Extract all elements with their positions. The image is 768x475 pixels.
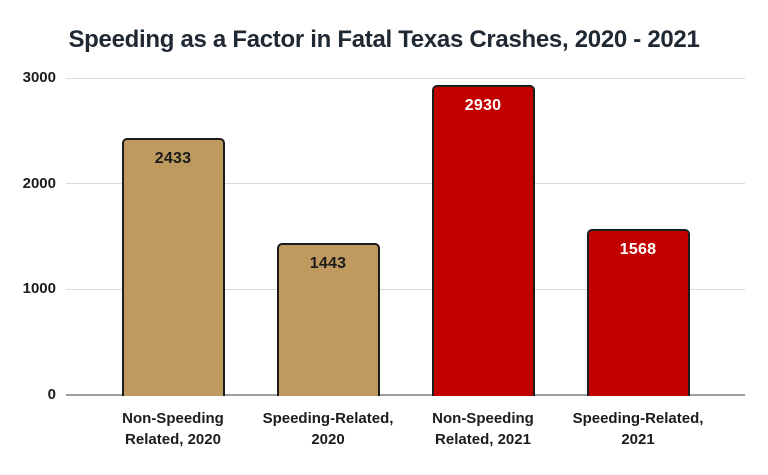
- bar-value-label: 1443: [309, 254, 347, 272]
- x-axis-tick-label: Non-Speeding Related, 2021: [403, 408, 563, 450]
- gridline: [66, 288, 745, 290]
- x-axis-tick-label: Speeding-Related, 2020: [248, 408, 408, 450]
- gridline: [66, 183, 745, 185]
- x-tick-line: 2020: [311, 431, 345, 448]
- x-tick-line: Speeding-Related,: [262, 410, 394, 427]
- bar-value-label: 2433: [154, 149, 192, 167]
- y-axis-tick-label: 0: [47, 386, 56, 403]
- x-tick-line: 2021: [621, 431, 655, 448]
- chart-title: Speeding as a Factor in Fatal Texas Cras…: [68, 26, 700, 53]
- x-tick-line: Non-Speeding: [122, 410, 224, 427]
- x-axis-tick-label: Speeding-Related, 2021: [558, 408, 718, 450]
- x-axis-line: [66, 394, 745, 396]
- bar: 2930: [431, 85, 535, 396]
- gridline: [66, 77, 745, 79]
- y-axis-tick-label: 3000: [22, 69, 56, 86]
- x-axis-tick-label: Non-Speeding Related, 2020: [93, 408, 253, 450]
- bar: 2433: [121, 137, 225, 396]
- x-tick-line: Related, 2021: [435, 431, 531, 448]
- x-tick-line: Non-Speeding: [432, 410, 534, 427]
- bar-value-label: 1568: [619, 241, 657, 259]
- bar-value-label: 2930: [464, 97, 502, 115]
- y-axis-tick-label: 2000: [22, 174, 56, 192]
- plot-area: 0 1000 2000 3000 2433 Non-Speeding Related, 20…: [23, 69, 745, 448]
- bar: 1568: [586, 229, 690, 396]
- y-axis-tick-label: 1000: [22, 280, 56, 298]
- x-tick-line: Speeding-Related,: [572, 410, 704, 427]
- x-tick-line: Related, 2020: [125, 431, 221, 448]
- bar: 1443: [276, 242, 380, 396]
